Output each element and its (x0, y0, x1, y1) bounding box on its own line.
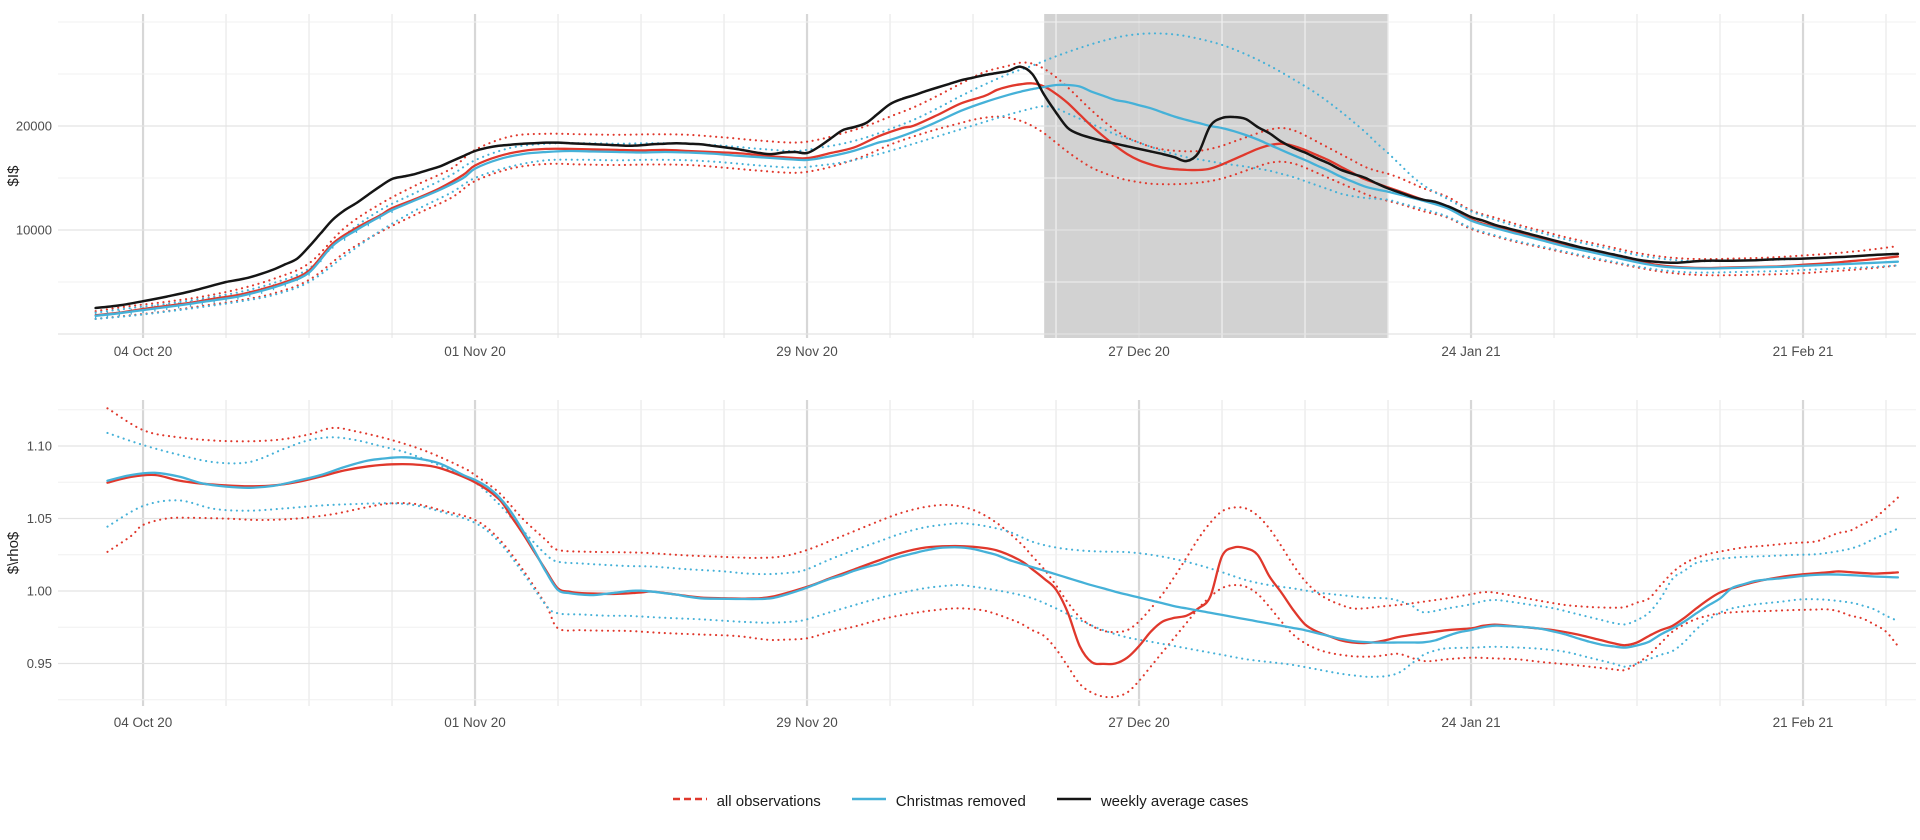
x-tick-label: 04 Oct 20 (114, 344, 173, 359)
legend-label: all observations (716, 792, 821, 810)
series-blue-lower-CI-dotted (106, 499, 1899, 678)
y-tick-label: 1.05 (27, 511, 52, 526)
y-tick-label: 0.95 (27, 656, 52, 671)
series-red-lower-CI-dotted (94, 115, 1899, 320)
series-red-lower-CI-dotted (106, 501, 1899, 699)
x-tick-label: 04 Oct 20 (114, 715, 173, 730)
panel-top: 10000 20000 04 Oct 20 01 Nov 20 29 Nov 20 27 … (5, 14, 1916, 359)
blue-line-swatch-icon (851, 792, 887, 810)
legend: all observations Christmas removed weekl… (0, 788, 1920, 814)
x-tick-label: 24 Jan 21 (1441, 715, 1500, 730)
series-blue-upper-CI-dotted (94, 32, 1899, 314)
series-blue-lower-CI-dotted (94, 105, 1899, 320)
y-tick-label: 10000 (16, 223, 52, 238)
series-Christmas-removed-solid (106, 456, 1900, 649)
shaded-christmas-window (1044, 14, 1389, 338)
x-tick-label: 01 Nov 20 (444, 344, 506, 359)
series-blue-upper-CI-dotted (106, 431, 1899, 626)
series-all-observations-solid (94, 82, 1900, 317)
series-all-observations-solid (106, 462, 1900, 666)
x-tick-label: 27 Dec 20 (1108, 344, 1170, 359)
y-tick-label: 20000 (16, 119, 52, 134)
legend-item-weekly-average-cases: weekly average cases (1056, 792, 1249, 810)
x-tick-label: 01 Nov 20 (444, 715, 506, 730)
red-line-swatch-icon (672, 792, 708, 810)
legend-item-all-observations: all observations (672, 792, 821, 810)
series-red-upper-CI-dotted (94, 61, 1899, 313)
series-Christmas-removed-solid (94, 83, 1900, 317)
x-tick-label: 27 Dec 20 (1108, 715, 1170, 730)
y-axis-title-top: $I$ (5, 165, 22, 187)
chart-canvas: 10000 20000 04 Oct 20 01 Nov 20 29 Nov 20 27 … (5, 14, 1916, 730)
legend-item-christmas-removed: Christmas removed (851, 792, 1026, 810)
x-tick-label: 29 Nov 20 (776, 344, 838, 359)
x-tick-label: 24 Jan 21 (1441, 344, 1500, 359)
y-tick-label: 1.00 (27, 584, 52, 599)
series-weekly-average-cases-solid (94, 65, 1900, 310)
x-tick-label: 21 Feb 21 (1773, 344, 1834, 359)
y-axis-title-bottom: $\rho$ (5, 531, 22, 574)
y-tick-label: 1.10 (27, 439, 52, 454)
x-tick-label: 21 Feb 21 (1773, 715, 1834, 730)
series-red-upper-CI-dotted (106, 407, 1899, 634)
black-line-swatch-icon (1056, 792, 1092, 810)
x-tick-label: 29 Nov 20 (776, 715, 838, 730)
legend-label: weekly average cases (1100, 792, 1249, 810)
legend-label: Christmas removed (895, 792, 1026, 810)
panel-bottom: 0.95 1.00 1.05 1.10 04 Oct 20 01 Nov 20 29 Nov… (5, 400, 1916, 730)
